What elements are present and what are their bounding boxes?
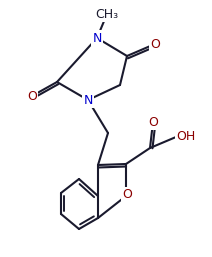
Text: O: O <box>150 38 160 50</box>
Text: N: N <box>92 32 102 44</box>
Text: O: O <box>27 89 37 103</box>
Text: O: O <box>122 188 132 201</box>
Text: CH₃: CH₃ <box>95 7 119 21</box>
Text: OH: OH <box>176 131 195 143</box>
Text: O: O <box>148 115 158 128</box>
Text: N: N <box>83 94 93 106</box>
